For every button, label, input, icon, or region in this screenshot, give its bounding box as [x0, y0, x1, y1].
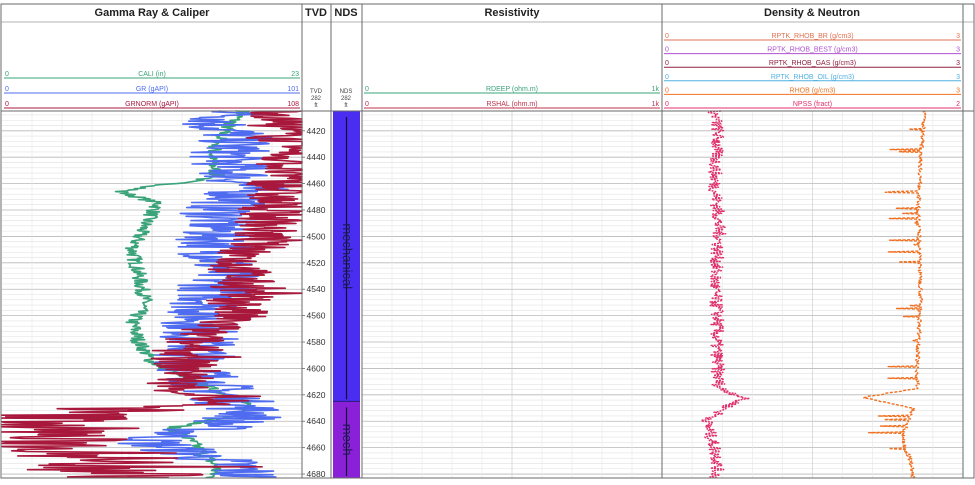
- curve-header-min: 0: [365, 101, 369, 108]
- curve-header-max: 3: [956, 47, 960, 54]
- depth-tick-label: 4600: [307, 363, 326, 373]
- depth-tick-label: 4640: [307, 416, 326, 426]
- depth-tick-label: 4560: [307, 311, 326, 321]
- curve-header-max: 108: [287, 101, 299, 108]
- density-track-title: Density & Neutron: [764, 7, 860, 19]
- depth-tick-label: 4420: [307, 126, 326, 136]
- curve-header-min: 0: [665, 60, 669, 67]
- curve-header-name: NPSS (fract): [793, 101, 832, 108]
- curve-header-name: RDEEP (ohm.m): [486, 86, 538, 93]
- curve-header-min: 0: [365, 86, 369, 93]
- depth-tick-label: 4620: [307, 390, 326, 400]
- curve-header-min: 0: [5, 71, 9, 78]
- depth-tick-label: 4480: [307, 205, 326, 215]
- depth-tick-label: 4680: [307, 469, 326, 479]
- curve-header-name: RPTK_RHOB_BR (g/cm3): [771, 33, 853, 40]
- depth-tick-label: 4500: [307, 231, 326, 241]
- nds-sub-unit: ft: [344, 103, 348, 109]
- curve-header-min: 0: [665, 47, 669, 54]
- curve-header-max: 3: [956, 87, 960, 94]
- curve-header-max: 101: [287, 86, 299, 93]
- curve-header-name: RPTK_RHOB_OIL (g/cm3): [771, 74, 854, 81]
- curve-header-min: 0: [665, 33, 669, 40]
- depth-tick-label: 4460: [307, 179, 326, 189]
- nds-sub-scale: 282: [341, 96, 352, 102]
- curve-header-min: 0: [665, 74, 669, 81]
- tvd-sub-scale: 282: [311, 96, 322, 102]
- depth-grid: [2, 111, 963, 478]
- nds-sub-label: NDS: [340, 89, 353, 95]
- track-frame: [0, 3, 975, 479]
- curve-header-max: 2: [956, 101, 960, 108]
- curve-header-max: 3: [956, 60, 960, 67]
- outer-border: [0, 3, 975, 479]
- curve-header-name: RPTK_RHOB_BEST (g/cm3): [767, 47, 858, 54]
- curve-header-name: GRNORM (gAPI): [125, 101, 179, 108]
- depth-tick-label: 4660: [307, 443, 326, 453]
- curve-header-min: 0: [665, 87, 669, 94]
- tvd-sub-label: TVD: [310, 89, 323, 95]
- curve-header-max: 3: [956, 33, 960, 40]
- tvd-track-title: TVD: [305, 7, 327, 19]
- curve-header-name: GR (gAPI): [136, 86, 168, 93]
- curve-header-name: RPTK_RHOB_GAS (g/cm3): [769, 60, 856, 67]
- curve-npss: [700, 110, 751, 479]
- curve-grnorm: [1, 110, 303, 479]
- curve-rhob: [863, 110, 927, 479]
- depth-tick-label: 4520: [307, 258, 326, 268]
- depth-tick-labels: 4420 4440 4460 4480 4500 4520 4540 4560 4580 4600…: [302, 126, 326, 479]
- curve-header-name: RHOB (g/cm3): [790, 87, 836, 94]
- gamma-track-title: Gamma Ray & Caliper: [95, 7, 211, 19]
- resistivity-track-title: Resistivity: [484, 7, 540, 19]
- depth-tick-label: 4580: [307, 337, 326, 347]
- curve-header-max: 1k: [652, 101, 660, 108]
- curve-header-max: 23: [291, 71, 299, 78]
- curve-header-min: 0: [5, 101, 9, 108]
- curve-header-min: 0: [665, 101, 669, 108]
- depth-tick-label: 4540: [307, 284, 326, 294]
- log-curves: [1, 110, 927, 479]
- curve-header-min: 0: [5, 86, 9, 93]
- depth-tick-label: 4440: [307, 152, 326, 162]
- curve-header-max: 3: [956, 74, 960, 81]
- curve-header-name: CALI (in): [138, 71, 166, 78]
- zone-column: mechanical mech: [333, 110, 360, 478]
- zone-label: mech: [340, 424, 355, 456]
- nds-track-title: NDS: [334, 7, 357, 19]
- curve-header-max: 1k: [652, 86, 660, 93]
- tvd-sub-unit: ft: [314, 103, 318, 109]
- curve-header-name: RSHAL (ohm.m): [486, 101, 537, 108]
- zone-label: mechanical: [340, 223, 355, 289]
